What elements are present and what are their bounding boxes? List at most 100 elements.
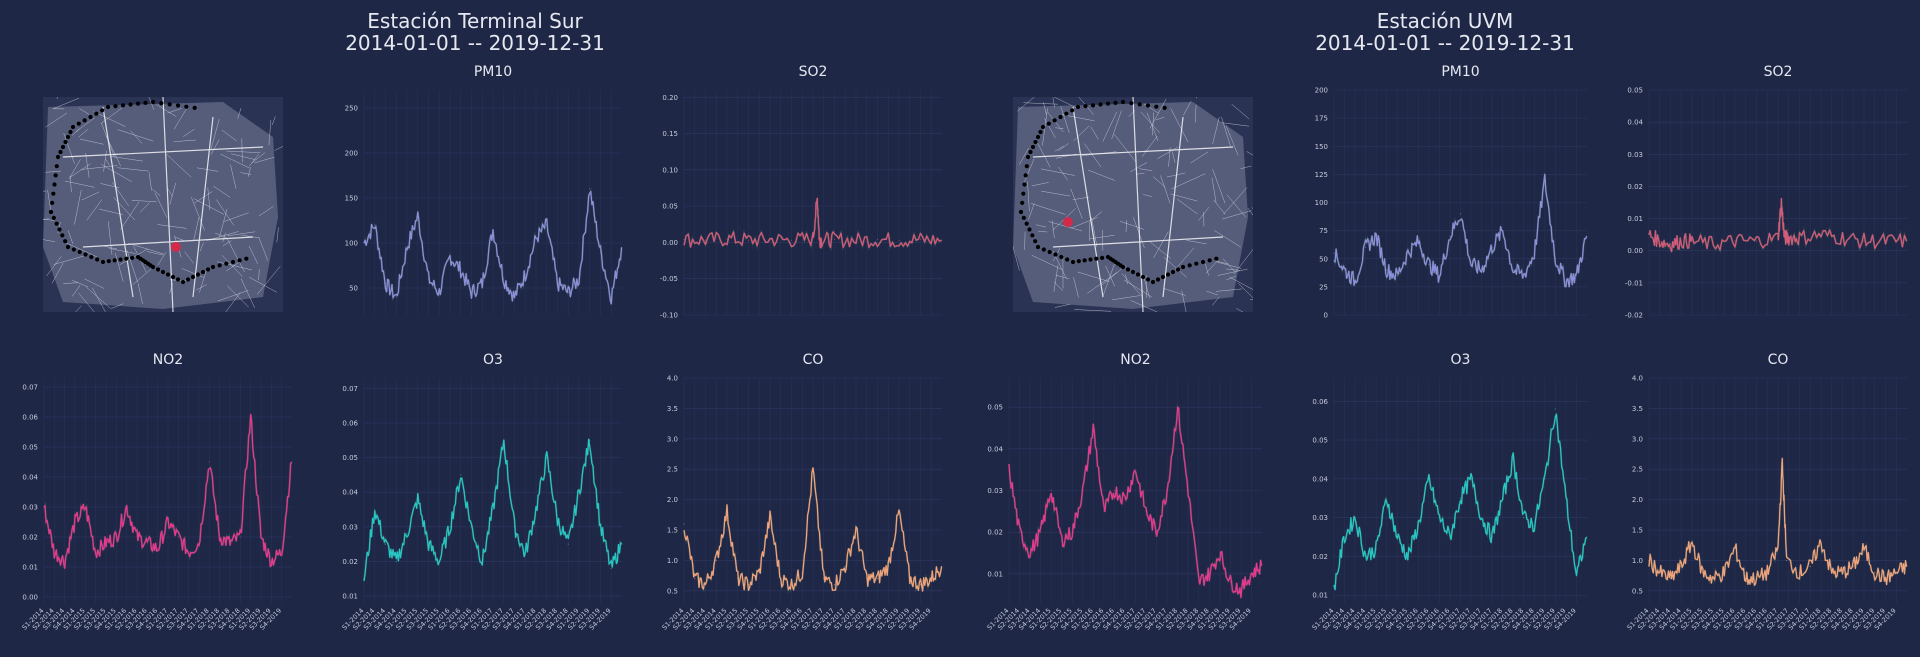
route-dot xyxy=(1024,221,1029,226)
data-point xyxy=(1745,578,1747,580)
data-point xyxy=(1092,427,1094,429)
data-point xyxy=(1438,275,1441,277)
data-point xyxy=(1905,240,1908,242)
city-area xyxy=(43,102,278,309)
route-dot xyxy=(165,272,171,277)
chart-svg: SO2 -0.10 -0.05 0.00 0.05 0.10 0.15 0.20 xyxy=(660,64,943,320)
chart-terminal-sur-no2: NO2 0.00 0.01 0.02 0.03 0.04 0.05 0.06 0.07 S1-20… xyxy=(10,348,300,653)
route-dot xyxy=(1024,164,1029,169)
data-point xyxy=(1061,539,1063,542)
data-point xyxy=(1863,240,1865,242)
chart-uvm-pm10: PM10 0 25 50 75 100 125 150 175 200 xyxy=(1300,60,1595,325)
route-dot xyxy=(60,144,66,150)
y-tick-label: 150 xyxy=(1315,143,1328,151)
route-dot xyxy=(1113,100,1118,105)
data-point xyxy=(578,491,580,493)
data-point xyxy=(1470,263,1472,265)
y-tick-label: 0.5 xyxy=(667,587,678,595)
data-point xyxy=(1884,578,1887,580)
route-dot xyxy=(230,259,236,265)
route-dot xyxy=(1175,267,1181,272)
chart-uvm-so2: SO2 -0.02 -0.01 0.00 0.01 0.02 0.03 0.04 0.05 xyxy=(1615,60,1915,325)
data-point xyxy=(919,584,922,586)
y-tick-label: 2.0 xyxy=(667,496,678,504)
route-dot xyxy=(112,258,117,263)
data-point xyxy=(715,559,717,562)
route-dot xyxy=(1064,111,1069,116)
data-point xyxy=(481,560,483,563)
data-point xyxy=(940,565,943,568)
route-dot xyxy=(1214,256,1219,261)
y-tick-label: 0.04 xyxy=(1627,119,1643,127)
series-line xyxy=(1008,406,1263,599)
data-point xyxy=(1198,581,1200,583)
chart-title: NO2 xyxy=(1120,352,1150,368)
data-point xyxy=(1874,571,1876,574)
chart-title: CO xyxy=(1768,352,1789,368)
data-point xyxy=(1712,578,1715,580)
data-point xyxy=(1480,517,1483,519)
route-dot xyxy=(135,101,141,106)
city-map-uvm xyxy=(1013,97,1253,312)
data-point xyxy=(816,198,818,200)
data-point xyxy=(1777,237,1779,239)
y-tick-label: 100 xyxy=(345,240,358,248)
y-tick-label: 0.01 xyxy=(1312,592,1328,600)
data-point xyxy=(1491,246,1493,249)
route-dot xyxy=(54,164,59,169)
route-dot xyxy=(1025,154,1031,160)
route-dot xyxy=(155,267,161,272)
data-point xyxy=(1766,571,1768,574)
data-point xyxy=(758,571,760,574)
data-point xyxy=(1134,469,1137,471)
data-point xyxy=(177,536,179,538)
route-dot xyxy=(1035,134,1041,140)
y-tick-label: 0.05 xyxy=(662,203,678,211)
data-point xyxy=(866,578,868,580)
data-point xyxy=(460,474,462,476)
route-dot xyxy=(83,252,88,257)
y-tick-label: 1.0 xyxy=(1632,557,1643,565)
data-point xyxy=(157,548,159,550)
data-point xyxy=(1831,571,1833,574)
data-point xyxy=(1512,458,1514,461)
data-point xyxy=(704,584,707,586)
route-dot xyxy=(244,256,249,261)
route-dot xyxy=(1145,103,1151,108)
data-point xyxy=(1820,234,1822,236)
route-dot xyxy=(118,257,123,262)
route-dot xyxy=(1150,279,1156,285)
route-dot xyxy=(1018,209,1024,215)
data-point xyxy=(1777,547,1779,549)
data-point xyxy=(1863,547,1865,549)
route-dot xyxy=(1035,244,1041,250)
data-point xyxy=(1018,531,1021,533)
route-dot xyxy=(237,258,242,263)
data-point xyxy=(1449,536,1451,538)
data-point xyxy=(780,578,782,580)
route-dot xyxy=(94,111,99,116)
y-tick-label: 0.04 xyxy=(22,474,38,482)
route-dot xyxy=(159,101,164,106)
data-point xyxy=(876,578,879,580)
data-point xyxy=(1852,565,1854,568)
y-tick-label: 0.01 xyxy=(987,570,1003,578)
station-marker xyxy=(171,242,181,252)
route-dot xyxy=(1120,264,1126,270)
data-point xyxy=(1648,559,1650,562)
y-tick-label: 0.05 xyxy=(342,454,358,462)
route-dot xyxy=(195,272,201,277)
data-point xyxy=(1895,571,1897,574)
y-tick-label: -0.05 xyxy=(660,275,678,283)
route-dot xyxy=(1058,114,1063,120)
data-point xyxy=(1502,230,1504,232)
data-point xyxy=(1788,237,1790,239)
data-point xyxy=(567,291,569,294)
data-point xyxy=(1512,269,1514,271)
station-date-range: 2014-01-01 -- 2019-12-31 xyxy=(1315,31,1575,55)
route-dot xyxy=(51,215,56,220)
route-dot xyxy=(53,173,58,178)
y-tick-label: 1.5 xyxy=(667,527,678,535)
data-point xyxy=(1250,573,1253,575)
data-point xyxy=(260,536,262,538)
